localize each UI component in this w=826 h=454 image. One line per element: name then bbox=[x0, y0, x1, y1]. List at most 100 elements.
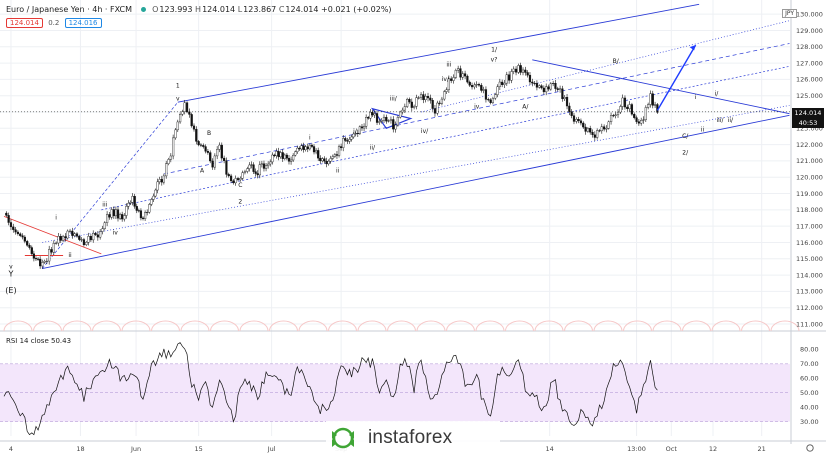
buy-button[interactable]: 124.016 bbox=[64, 18, 102, 28]
rsi-tick-label: 40.00 bbox=[800, 403, 819, 411]
candle-body bbox=[651, 93, 654, 106]
wave-label: iii/ bbox=[716, 117, 724, 124]
wave-label: iv/ bbox=[442, 76, 450, 83]
candle-body bbox=[43, 260, 46, 263]
brand-name: instaforex bbox=[368, 426, 453, 448]
candle-body bbox=[415, 97, 418, 107]
candle-body bbox=[150, 199, 153, 205]
candle-body bbox=[422, 94, 425, 101]
candle-body bbox=[549, 83, 552, 90]
candle-body bbox=[323, 158, 326, 162]
session-marker bbox=[33, 320, 62, 332]
session-marker bbox=[741, 320, 770, 332]
candle-body bbox=[110, 209, 113, 218]
time-tick-label: Jul bbox=[267, 445, 276, 453]
candle-body bbox=[158, 179, 161, 183]
wave-label: iii/ bbox=[390, 96, 398, 103]
rsi-tick-label: 70.00 bbox=[800, 360, 819, 368]
time-tick-label: 14 bbox=[546, 445, 554, 453]
projection-arrow-line bbox=[656, 44, 697, 111]
candle-body bbox=[489, 99, 492, 103]
candle-body bbox=[250, 164, 253, 166]
sell-button[interactable]: 124.014 bbox=[6, 18, 43, 28]
channel-outer-line bbox=[420, 20, 790, 113]
candle-body bbox=[71, 230, 74, 236]
candle-body bbox=[556, 88, 559, 90]
candle-body bbox=[337, 146, 341, 156]
candle-body bbox=[540, 85, 543, 89]
wave-channel bbox=[41, 3, 790, 269]
candle-body bbox=[129, 201, 132, 204]
wave-label: ii bbox=[336, 167, 340, 174]
currency-badge[interactable]: JPY bbox=[782, 9, 797, 18]
wave-label: iv/ bbox=[421, 128, 429, 135]
candle-body bbox=[417, 97, 420, 99]
candle-body bbox=[633, 113, 636, 118]
candle-body bbox=[87, 235, 90, 243]
candle-body bbox=[59, 236, 62, 241]
session-marker bbox=[92, 320, 121, 332]
candle-body bbox=[352, 133, 355, 138]
candle-body bbox=[635, 117, 638, 122]
candle-body bbox=[48, 249, 51, 262]
candle-body bbox=[385, 116, 388, 122]
candle-body bbox=[146, 211, 149, 213]
wave-label: v bbox=[9, 264, 13, 271]
candle-body bbox=[234, 178, 237, 184]
candle-body bbox=[424, 96, 427, 101]
candle-body bbox=[312, 146, 316, 153]
session-marker bbox=[564, 320, 593, 332]
wave-label: i/ bbox=[353, 128, 358, 135]
candle-body bbox=[135, 206, 138, 211]
candle-body bbox=[277, 151, 280, 158]
candle-body bbox=[204, 146, 207, 152]
candle-body bbox=[552, 83, 555, 85]
candle-body bbox=[99, 231, 102, 238]
candle-body bbox=[28, 245, 31, 248]
candle-body bbox=[582, 122, 585, 128]
candle-body bbox=[461, 73, 464, 78]
candle-body bbox=[389, 119, 393, 121]
wave-label: iv bbox=[113, 229, 119, 236]
candle-body bbox=[329, 158, 332, 162]
candle-body bbox=[197, 141, 200, 146]
candle-body bbox=[181, 111, 184, 115]
candle-body bbox=[603, 126, 606, 130]
candle-body bbox=[206, 151, 209, 153]
session-marker bbox=[121, 320, 151, 332]
candle-body bbox=[275, 151, 278, 157]
candle-body bbox=[254, 171, 257, 174]
wave-link-line bbox=[41, 101, 179, 269]
candle-body bbox=[623, 97, 627, 108]
candle-body bbox=[94, 233, 97, 235]
candle-body bbox=[315, 150, 318, 153]
candle-body bbox=[229, 175, 233, 182]
candle-body bbox=[344, 138, 347, 141]
candle-body bbox=[55, 242, 58, 244]
price-tick-label: 117.000 bbox=[796, 222, 823, 230]
candle-body bbox=[92, 233, 95, 241]
candle-body bbox=[406, 99, 409, 107]
session-marker bbox=[416, 320, 446, 332]
candle-body bbox=[644, 107, 647, 120]
countdown-tag: 40:53 bbox=[792, 118, 824, 128]
candle-body bbox=[89, 235, 92, 241]
candle-body bbox=[508, 74, 511, 81]
candle-body bbox=[321, 158, 324, 162]
last-price-tag: 124.014 bbox=[792, 108, 824, 118]
candle-body bbox=[591, 132, 594, 135]
session-marker bbox=[239, 320, 269, 332]
candle-body bbox=[342, 138, 345, 148]
wave-label: 2/ bbox=[682, 149, 689, 156]
price-tick-label: 116.000 bbox=[796, 239, 823, 247]
candle-body bbox=[306, 146, 309, 150]
wave-label: ii/ bbox=[370, 145, 376, 152]
candle-body bbox=[612, 115, 615, 117]
candle-body bbox=[195, 128, 198, 142]
candle-body bbox=[246, 168, 249, 172]
candle-body bbox=[538, 85, 541, 88]
candle-body bbox=[563, 97, 566, 100]
candle-body bbox=[264, 165, 268, 169]
price-tick-label: 121.000 bbox=[796, 157, 823, 165]
